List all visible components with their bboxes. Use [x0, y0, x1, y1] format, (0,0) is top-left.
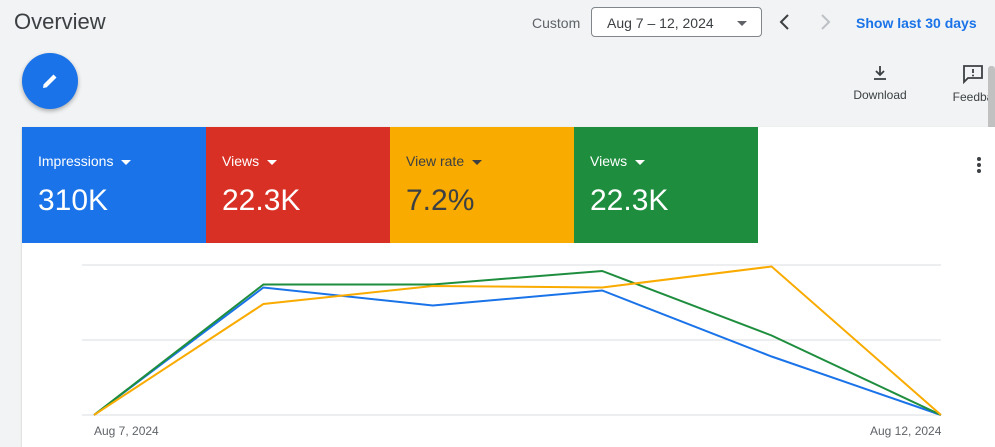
metric-tab-view-rate[interactable]: View rate 7.2%	[390, 127, 574, 243]
metric-tab-impressions[interactable]: Impressions 310K	[22, 127, 206, 243]
metric-tab-views[interactable]: Views 22.3K	[206, 127, 390, 243]
series-line-impressions	[93, 286, 942, 416]
feedback-button[interactable]: Feedba	[943, 64, 995, 104]
metric-value: 7.2%	[406, 184, 475, 217]
metric-label: View rate	[406, 153, 465, 169]
series-line-views	[93, 269, 942, 416]
previous-period-button[interactable]	[775, 10, 795, 34]
edit-button[interactable]	[22, 53, 78, 109]
metrics-chart-card: Impressions 310K Views 22.3K View rate 7…	[22, 127, 995, 447]
metric-value: 310K	[38, 184, 109, 217]
metric-tab-views-2[interactable]: Views 22.3K	[574, 127, 758, 243]
metric-value: 22.3K	[590, 184, 669, 217]
download-icon	[874, 66, 886, 80]
date-range-mode-label: Custom	[532, 15, 581, 31]
chevron-left-icon	[779, 14, 789, 30]
x-tick-label-start: Aug 7, 2024	[94, 424, 159, 438]
caret-down-icon	[121, 159, 132, 165]
show-last-30-days-link[interactable]: Show last 30 days	[856, 15, 977, 31]
date-range-value: Aug 7 – 12, 2024	[607, 15, 714, 31]
download-button[interactable]: Download	[847, 64, 913, 102]
metric-label: Impressions	[38, 153, 114, 169]
chevron-right-icon	[821, 14, 831, 30]
metric-label: Views	[222, 153, 260, 169]
page-title: Overview	[14, 9, 106, 34]
pencil-icon	[43, 74, 57, 88]
feedback-icon	[963, 65, 983, 84]
download-label: Download	[853, 88, 907, 102]
caret-down-icon	[267, 159, 278, 165]
scrollbar-thumb[interactable]	[988, 66, 995, 138]
line-chart	[82, 264, 942, 416]
caret-down-icon	[737, 21, 747, 26]
next-period-button[interactable]	[815, 10, 835, 34]
metric-label: Views	[590, 153, 628, 169]
x-tick-label-end: Aug 12, 2024	[870, 424, 942, 438]
more-vert-icon[interactable]	[977, 157, 981, 175]
caret-down-icon	[635, 159, 646, 165]
metric-value: 22.3K	[222, 184, 301, 217]
feedback-label: Feedba	[952, 90, 994, 104]
caret-down-icon	[472, 159, 483, 165]
date-range-dropdown[interactable]: Aug 7 – 12, 2024	[591, 7, 762, 37]
series-line-view-rate	[93, 265, 942, 416]
